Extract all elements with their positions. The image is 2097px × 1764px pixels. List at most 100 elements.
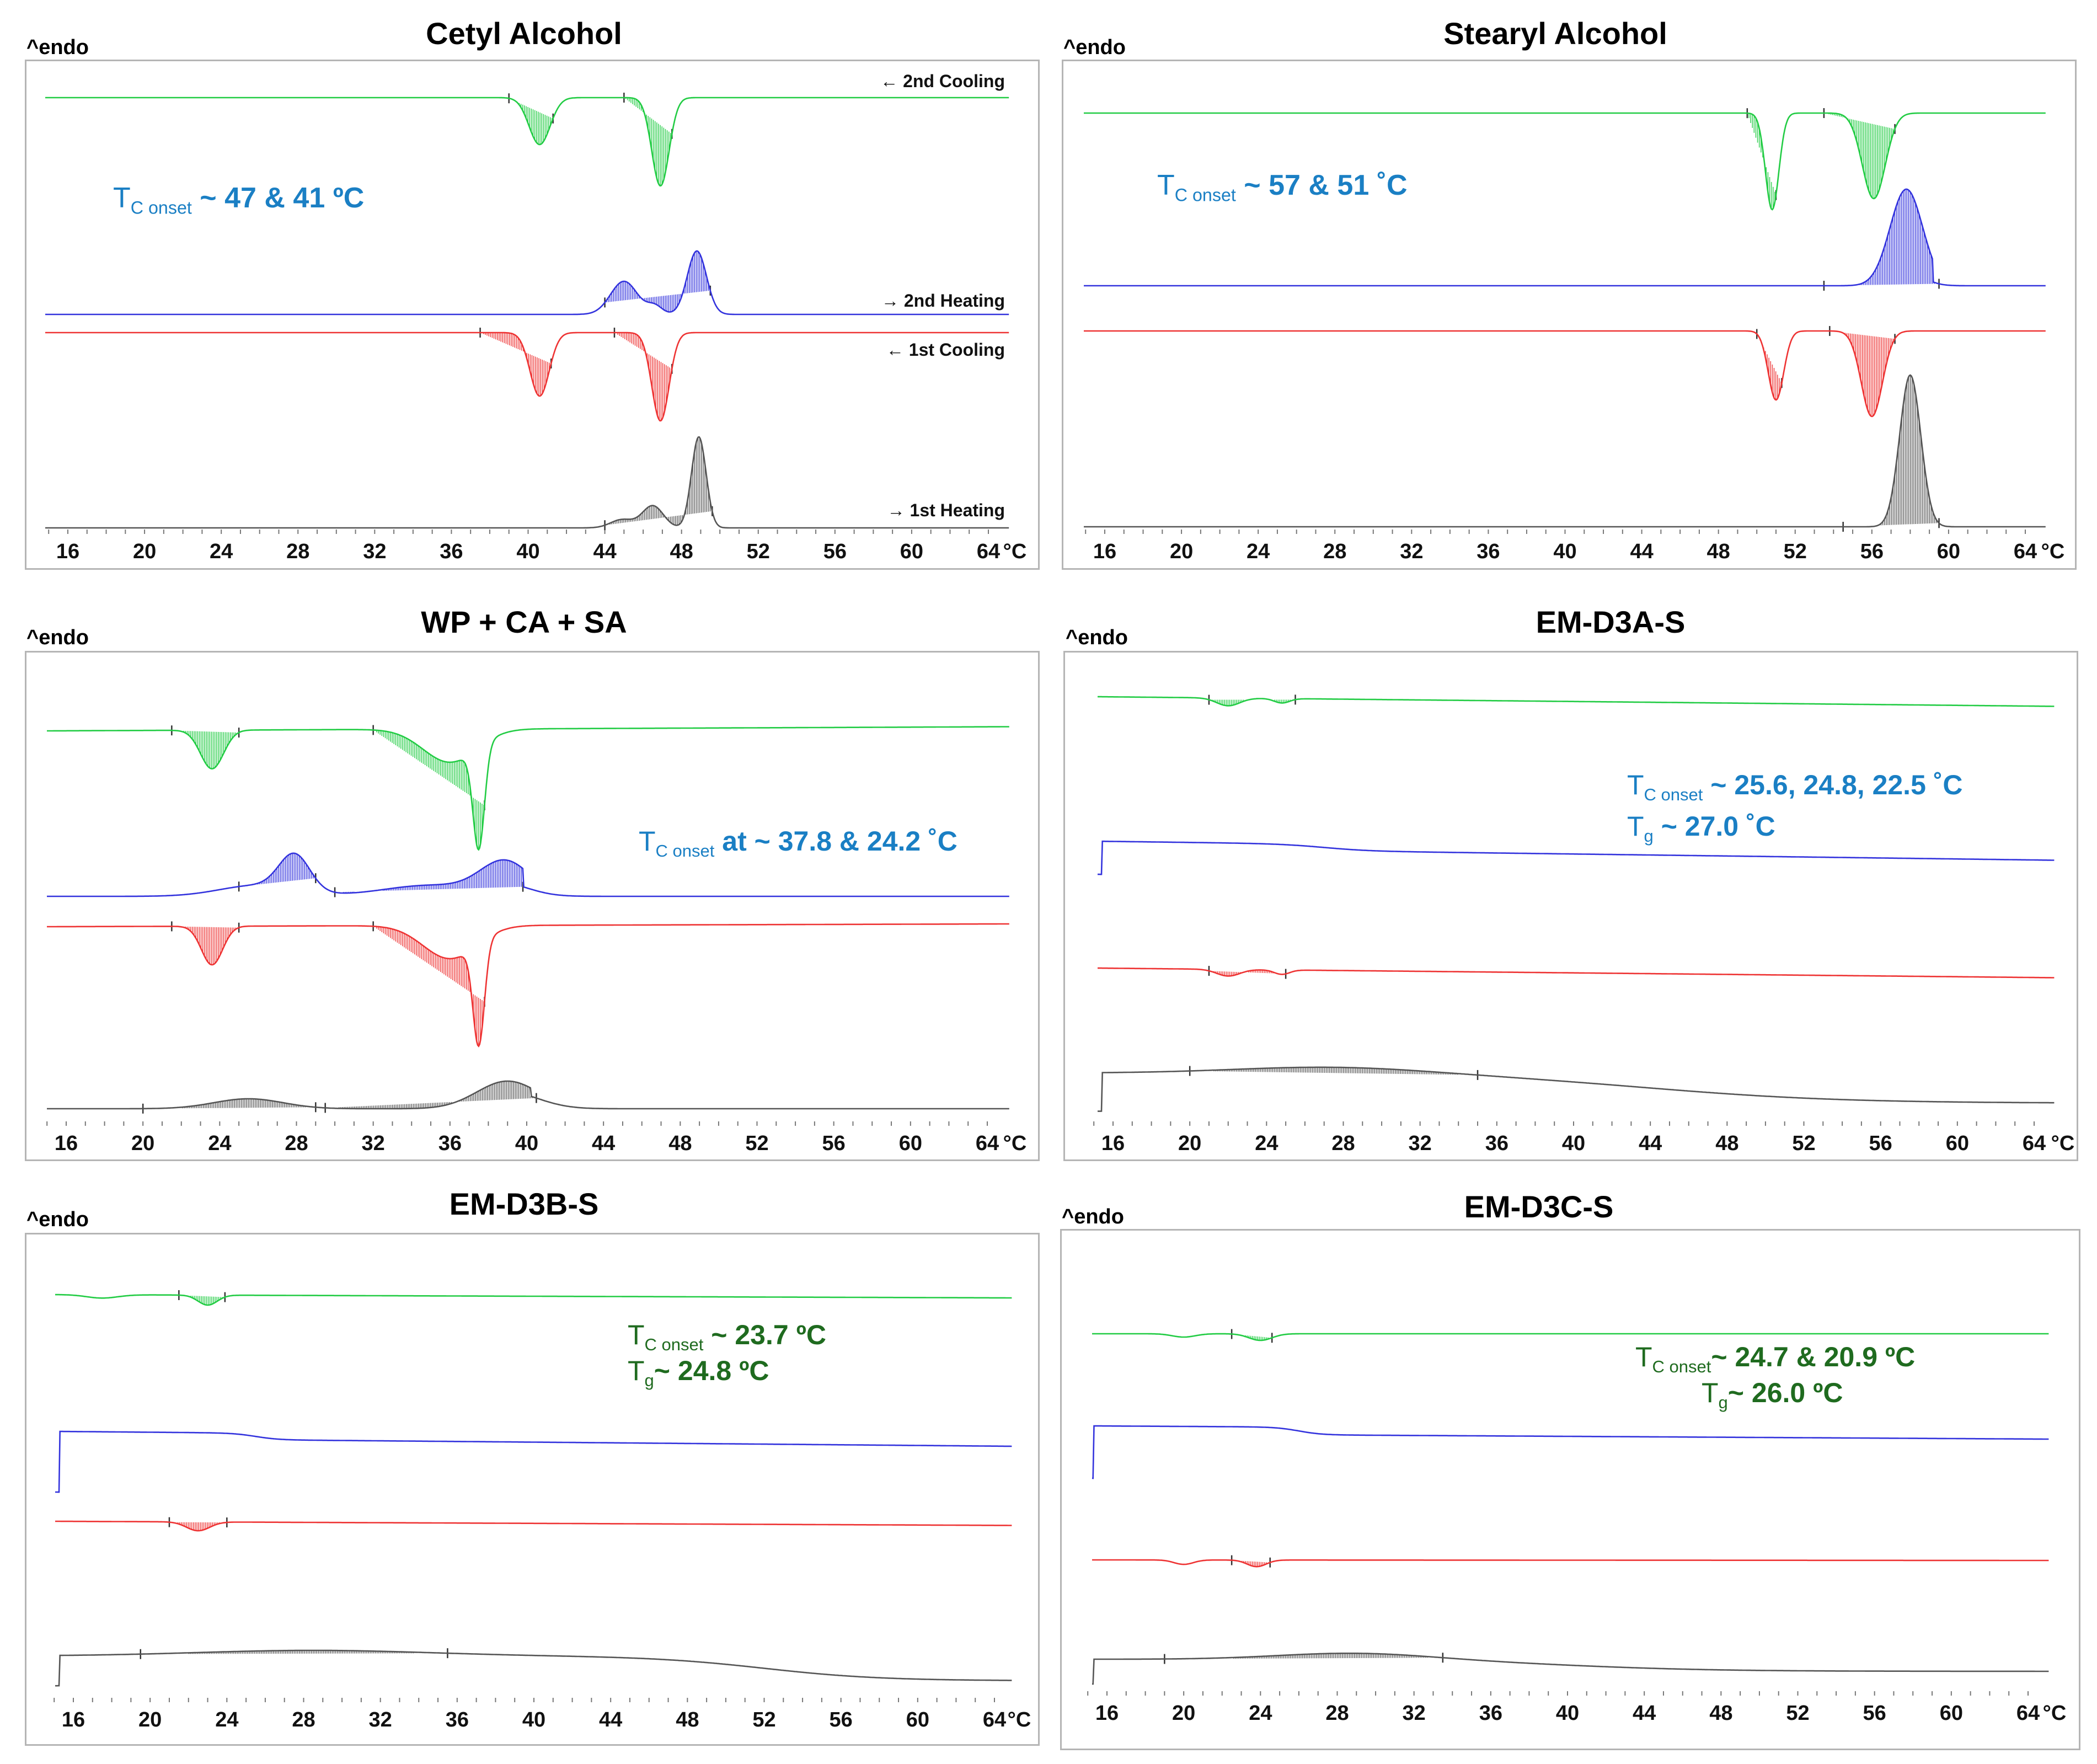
second-heating-curve — [1084, 188, 2046, 287]
first-cooling-curve — [1084, 330, 2046, 418]
x-tick-label: 28 — [285, 1132, 308, 1155]
y-axis-endo-label: ^endo — [1066, 626, 1128, 649]
first-cooling-curve — [55, 1520, 1012, 1532]
plot-frame — [1060, 1229, 2080, 1750]
x-tick-label: 36 — [1485, 1132, 1508, 1155]
x-tick-label: 24 — [1255, 1132, 1278, 1155]
x-axis-unit: °C — [1003, 1132, 1027, 1155]
x-tick-label: 20 — [133, 540, 156, 563]
x-tick-label: 60 — [1940, 1702, 1963, 1725]
y-axis-endo-label: ^endo — [26, 1208, 89, 1231]
x-tick-label: 20 — [131, 1132, 154, 1155]
x-tick-label: 16 — [1095, 1702, 1119, 1725]
second-heating-curve — [1092, 1425, 2049, 1479]
x-tick-label: 36 — [438, 1132, 462, 1155]
x-tick-label: 20 — [1170, 540, 1193, 563]
x-tick-label: 40 — [522, 1708, 545, 1731]
x-tick-label: 28 — [1331, 1132, 1355, 1155]
second-heating-curve — [45, 250, 1009, 316]
tc-onset-annotation: TC onset~ 24.7 & 20.9 ºC — [1635, 1341, 1916, 1376]
x-tick-label: 28 — [1325, 1702, 1349, 1725]
second-heating-curve — [47, 852, 1009, 897]
x-tick-label: 16 — [1101, 1132, 1125, 1155]
x-tick-label: 20 — [1172, 1702, 1195, 1725]
first-heating-curve — [47, 1080, 1009, 1110]
x-tick-label: 32 — [363, 540, 386, 563]
first-cooling-curve — [1098, 967, 2055, 979]
x-tick-label: 44 — [593, 540, 616, 563]
x-tick-label: 20 — [1178, 1132, 1201, 1155]
x-tick-label: 16 — [55, 1132, 78, 1155]
x-tick-label: 52 — [747, 540, 770, 563]
x-tick-label: 40 — [515, 1132, 538, 1155]
x-tick-label: 20 — [138, 1708, 162, 1731]
y-axis-endo-label: ^endo — [1063, 36, 1126, 59]
curve-label-first-cooling: ← 1st Cooling — [886, 340, 1005, 360]
second-cooling-curve — [55, 1293, 1012, 1306]
chart-title: Cetyl Alcohol — [426, 16, 622, 51]
tc-onset-annotation: TC onset ~ 57 & 51 ˚C — [1157, 169, 1408, 205]
tc-onset-annotation: TC onset at ~ 37.8 & 24.2 ˚C — [639, 826, 957, 860]
first-heating-curve — [1084, 374, 2046, 528]
curve-label-first-heating: → 1st Heating — [887, 500, 1005, 520]
x-tick-label: 44 — [1633, 1702, 1656, 1725]
y-axis-endo-label: ^endo — [1062, 1205, 1124, 1228]
x-tick-label: 52 — [752, 1708, 775, 1731]
first-cooling-curve — [1092, 1559, 2049, 1568]
x-tick-label: 64 — [976, 1132, 999, 1155]
x-tick-label: 40 — [1556, 1702, 1579, 1725]
second-cooling-curve — [1092, 1333, 2049, 1341]
x-tick-label: 40 — [1553, 540, 1576, 563]
x-tick-label: 52 — [1786, 1702, 1809, 1725]
y-axis-endo-label: ^endo — [26, 626, 89, 649]
tg-annotation: Tg~ 26.0 ºC — [1702, 1377, 1843, 1412]
x-tick-label: 48 — [670, 540, 693, 563]
x-tick-label: 56 — [823, 540, 847, 563]
tc-onset-annotation: TC onset ~ 25.6, 24.8, 22.5 ˚C — [1627, 769, 1963, 804]
x-tick-label: 44 — [599, 1708, 622, 1731]
x-tick-label: 60 — [899, 1132, 922, 1155]
first-heating-curve — [45, 436, 1009, 529]
curve-label-second-heating: → 2nd Heating — [881, 291, 1005, 311]
x-axis-unit: °C — [1003, 540, 1027, 563]
x-tick-label: 24 — [208, 1132, 231, 1155]
x-axis-unit: °C — [2043, 1702, 2067, 1725]
tg-annotation: Tg ~ 27.0 ˚C — [1627, 811, 1775, 846]
x-tick-label: 60 — [906, 1708, 929, 1731]
first-heating-curve — [55, 1649, 1012, 1687]
x-tick-label: 24 — [210, 540, 233, 563]
x-tick-label: 16 — [1093, 540, 1116, 563]
tc-onset-annotation: TC onset ~ 47 & 41 ºC — [113, 182, 365, 218]
x-tick-label: 40 — [1562, 1132, 1585, 1155]
second-cooling-curve — [47, 726, 1009, 851]
x-tick-label: 64 — [977, 540, 1000, 563]
x-tick-label: 48 — [668, 1132, 692, 1155]
second-cooling-curve — [1098, 696, 2055, 707]
x-tick-label: 36 — [1477, 540, 1500, 563]
x-tick-label: 52 — [1792, 1132, 1815, 1155]
chart-title: EM-D3A-S — [1536, 605, 1686, 639]
x-tick-label: 64 — [2016, 1702, 2040, 1725]
x-tick-label: 24 — [1249, 1702, 1272, 1725]
second-heating-curve — [1098, 840, 2055, 875]
first-heating-curve — [1092, 1653, 2049, 1685]
chart-title: EM-D3B-S — [449, 1186, 599, 1221]
x-tick-label: 28 — [292, 1708, 315, 1731]
x-tick-label: 32 — [1400, 540, 1423, 563]
first-heating-curve — [1098, 1066, 2055, 1112]
x-tick-label: 64 — [2014, 540, 2037, 563]
x-tick-label: 52 — [1784, 540, 1807, 563]
x-tick-label: 40 — [516, 540, 539, 563]
x-tick-label: 44 — [1630, 540, 1653, 563]
plot-frame — [1062, 60, 2077, 570]
x-tick-label: 48 — [1709, 1702, 1732, 1725]
x-tick-label: 48 — [1715, 1132, 1738, 1155]
x-tick-label: 32 — [369, 1708, 392, 1731]
x-tick-label: 36 — [1479, 1702, 1502, 1725]
tg-annotation: Tg~ 24.8 ºC — [628, 1355, 769, 1390]
x-tick-label: 24 — [1247, 540, 1270, 563]
x-tick-label: 24 — [215, 1708, 238, 1731]
